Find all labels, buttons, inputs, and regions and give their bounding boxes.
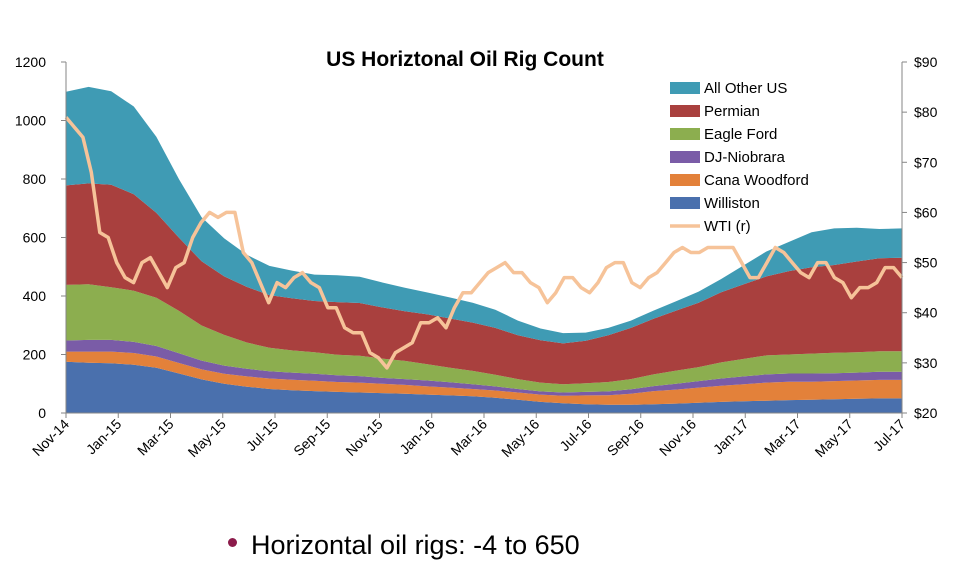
- x-tick-label: Nov-14: [29, 416, 72, 459]
- right-tick-label: $40: [914, 305, 938, 321]
- legend-label-cana-woodford: Cana Woodford: [704, 172, 809, 189]
- rig-count-chart: US Horiztonal Oil Rig Count 0 200 400 600 80…: [15, 48, 938, 460]
- x-tick-label: Mar-17: [761, 416, 804, 459]
- x-tick-label: Jan-16: [396, 416, 438, 458]
- wti-line-group: [64, 116, 904, 370]
- left-tick-label: 0: [38, 405, 46, 421]
- right-tick-label: $90: [914, 54, 938, 70]
- right-tick-label: $60: [914, 204, 938, 220]
- area-eagle-ford: [66, 284, 902, 393]
- x-tick-label: May-17: [812, 416, 856, 460]
- legend: All Other US Permian Eagle Ford DJ-Niobrara…: [670, 80, 809, 235]
- legend-label-dj-niobrara: DJ-Niobrara: [704, 149, 786, 166]
- x-tick-label: Jan-15: [83, 416, 125, 458]
- x-tick-label: Nov-16: [656, 416, 699, 459]
- area-cana-woodford: [66, 351, 902, 405]
- left-tick-label: 1200: [15, 54, 46, 70]
- left-tick-label: 600: [23, 230, 47, 246]
- x-tick-label: May-15: [185, 416, 229, 460]
- legend-label-all-other-us: All Other US: [704, 80, 787, 97]
- legend-label-eagle-ford: Eagle Ford: [704, 126, 777, 143]
- area-williston: [66, 361, 902, 413]
- right-tick-label: $70: [914, 154, 938, 170]
- legend-swatch-eagle-ford: [670, 128, 700, 140]
- left-tick-label: 200: [23, 347, 47, 363]
- legend-swatch-permian: [670, 105, 700, 117]
- x-tick-label: Sep-15: [290, 416, 333, 459]
- x-tick-label: May-16: [498, 416, 542, 460]
- legend-swatch-williston: [670, 197, 700, 209]
- x-tick-label: Jul-15: [243, 416, 281, 454]
- area-all-other-us: [66, 86, 902, 344]
- legend-swatch-cana-woodford: [670, 174, 700, 186]
- chart-title: US Horiztonal Oil Rig Count: [326, 48, 604, 71]
- legend-label-williston: Williston: [704, 195, 760, 212]
- x-tick-label: Sep-16: [604, 416, 647, 459]
- left-tick-label: 800: [23, 171, 47, 187]
- bullet-dot-icon: [228, 538, 237, 548]
- summary-bullet: Horizontal oil rigs: -4 to 650: [228, 530, 580, 561]
- stacked-areas: [66, 86, 902, 413]
- left-tick-label: 1000: [15, 113, 46, 129]
- wti-line: [64, 116, 904, 370]
- right-tick-label: $50: [914, 255, 938, 271]
- legend-label-permian: Permian: [704, 103, 760, 120]
- right-tick-label: $80: [914, 104, 938, 120]
- x-tick-label: Jul-16: [556, 416, 594, 454]
- x-tick-label: Jan-17: [710, 416, 752, 458]
- right-tick-label: $30: [914, 355, 938, 371]
- area-dj-niobrara: [66, 339, 902, 396]
- summary-text: Horizontal oil rigs: -4 to 650: [251, 530, 580, 560]
- x-tick-label: Mar-15: [134, 416, 177, 459]
- legend-swatch-all-other-us: [670, 82, 700, 94]
- legend-swatch-dj-niobrara: [670, 151, 700, 163]
- right-tick-label: $20: [914, 405, 938, 421]
- x-tick-label: Nov-15: [342, 416, 385, 459]
- legend-label-wti-r-: WTI (r): [704, 218, 751, 235]
- left-tick-label: 400: [23, 288, 47, 304]
- x-tick-label: Jul-17: [870, 416, 908, 454]
- area-permian: [66, 183, 902, 385]
- x-tick-label: Mar-16: [447, 416, 490, 459]
